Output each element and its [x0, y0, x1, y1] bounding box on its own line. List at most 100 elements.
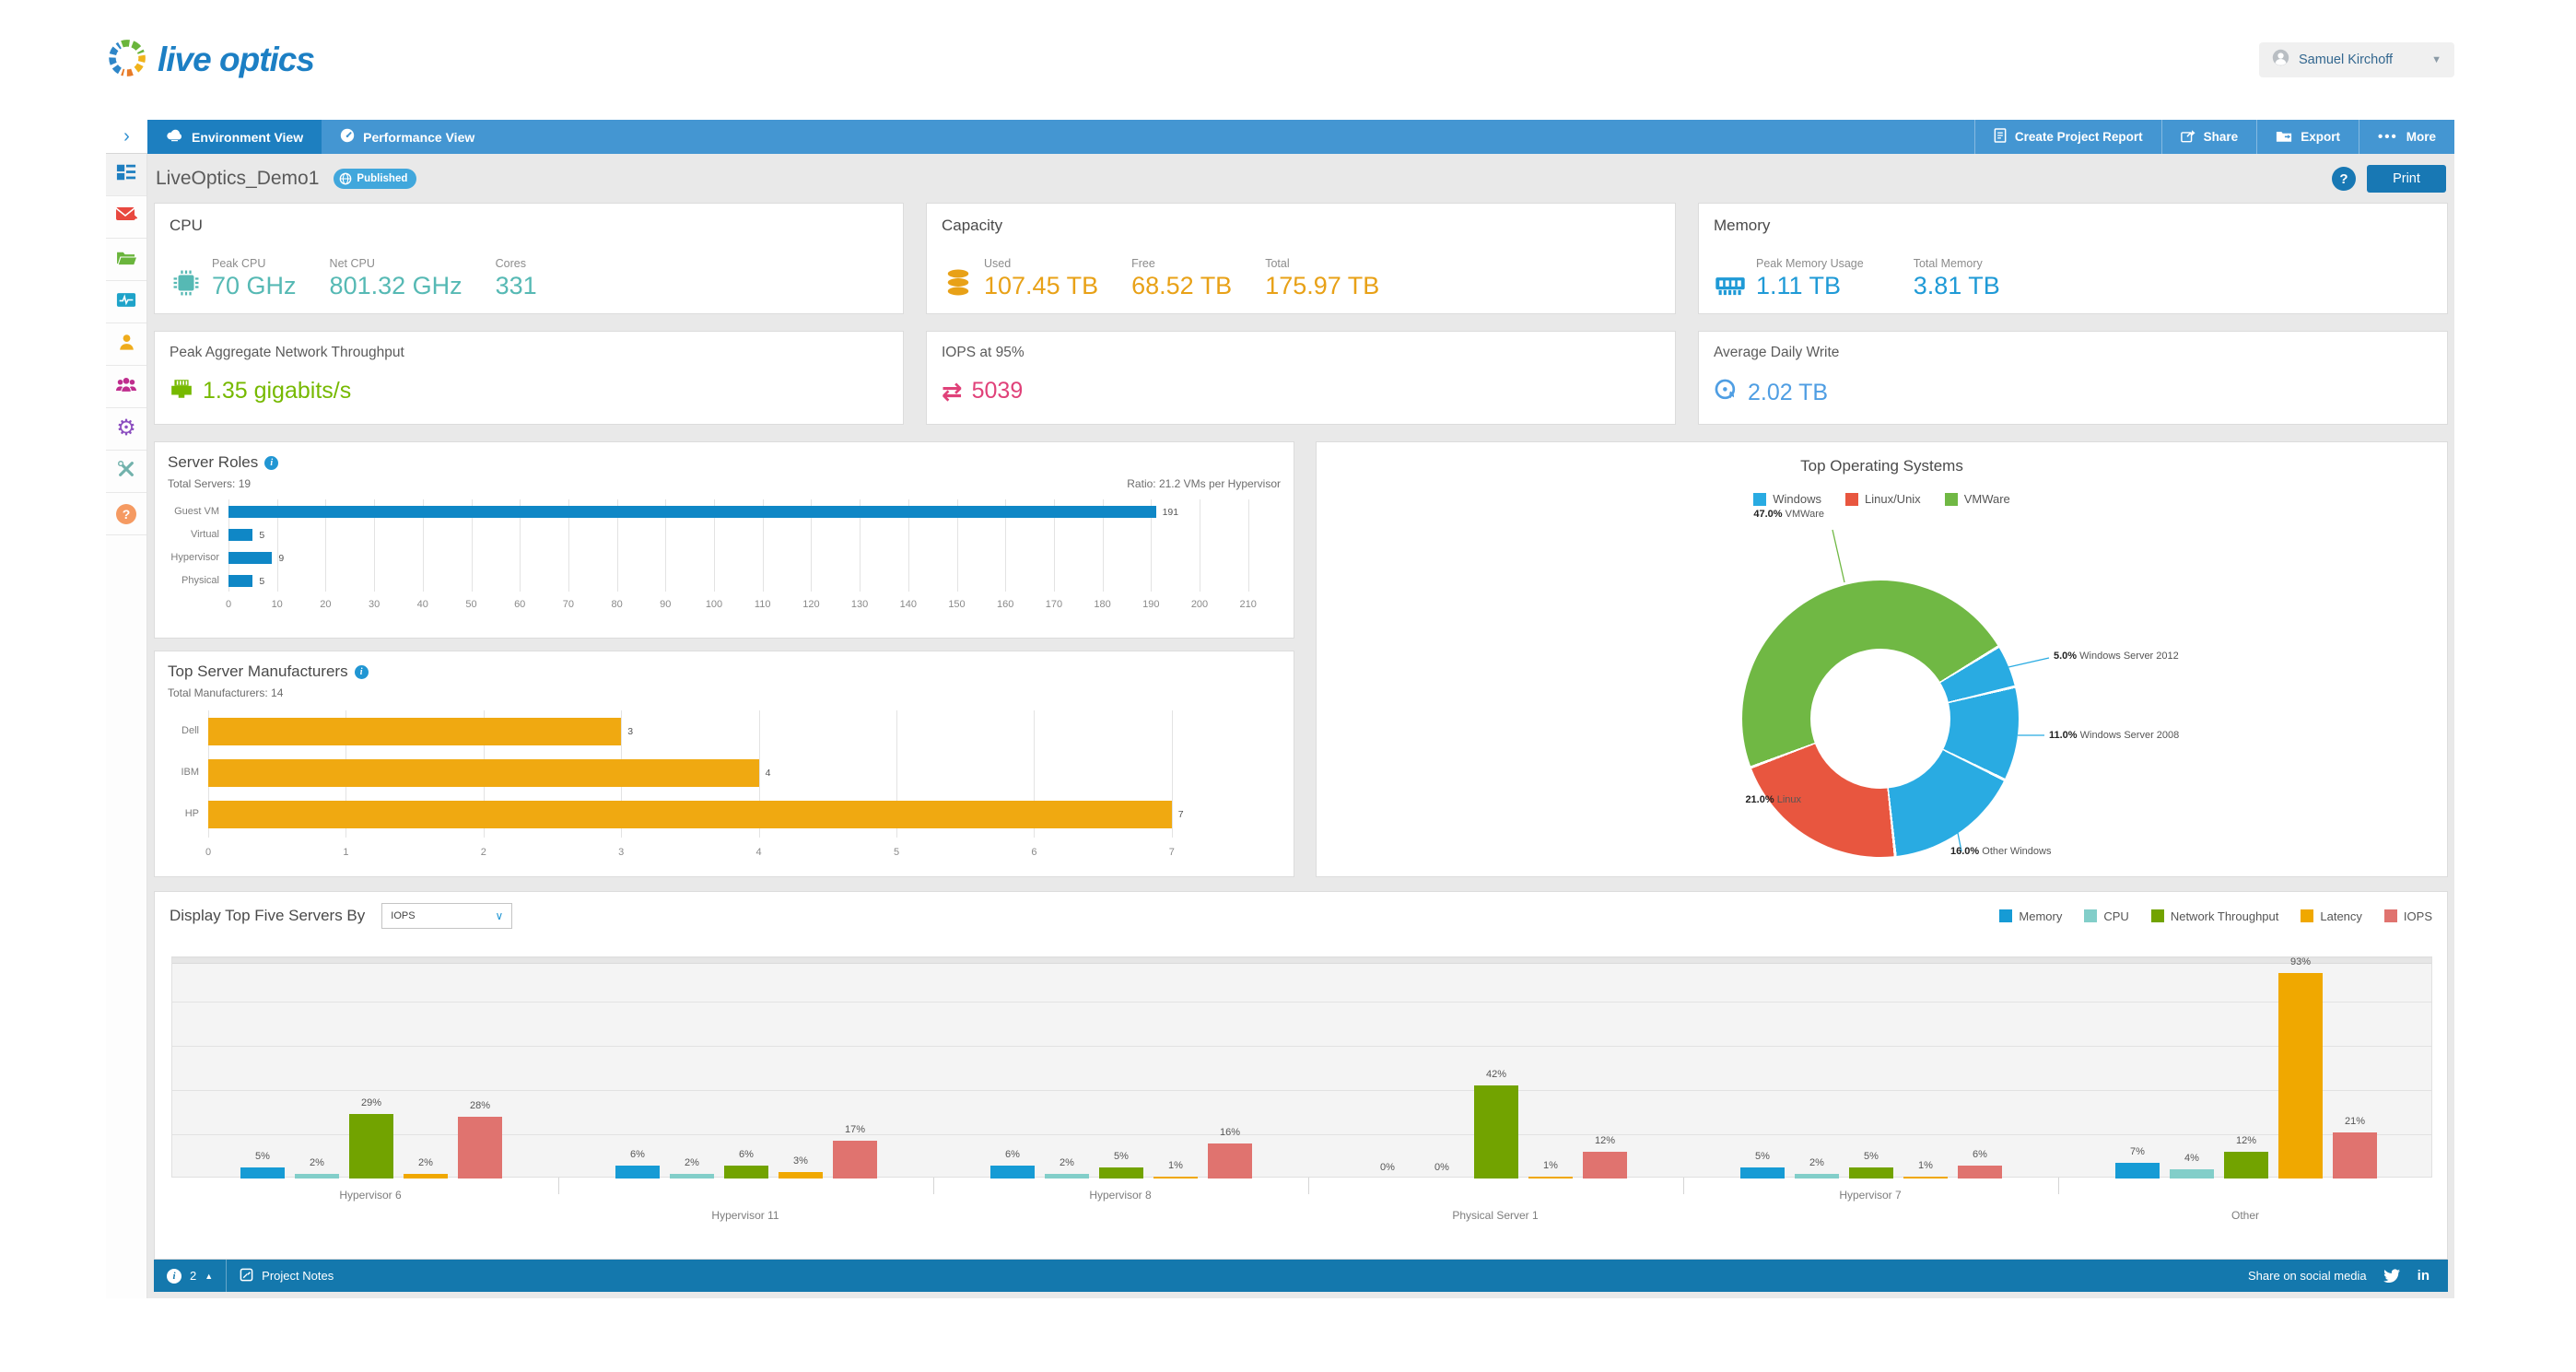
sidebar-item-tools[interactable] — [106, 451, 146, 493]
legend-item-iops[interactable]: IOPS — [2383, 909, 2432, 923]
bar-ibm[interactable] — [208, 759, 759, 787]
twitter-icon[interactable] — [2383, 1268, 2401, 1284]
bar-network-throughput[interactable] — [724, 1166, 768, 1179]
bar-network-throughput[interactable] — [2224, 1152, 2268, 1179]
bar-hypervisor[interactable] — [228, 552, 273, 564]
sidebar-item-dashboard[interactable] — [106, 154, 146, 196]
bar-latency[interactable] — [1903, 1177, 1948, 1179]
bar-iops[interactable] — [458, 1117, 502, 1179]
sidebar-item-user[interactable] — [106, 323, 146, 366]
top-five-metric-select[interactable]: IOPS ∨ — [381, 903, 513, 929]
bar-network-throughput[interactable] — [1849, 1167, 1893, 1179]
sidebar-item-gear[interactable]: ⚙ — [106, 408, 146, 451]
tab-performance-view[interactable]: Performance View — [322, 120, 493, 154]
sidebar-item-mail[interactable] — [106, 196, 146, 239]
bar-latency[interactable] — [404, 1174, 448, 1179]
bar-iops[interactable] — [2333, 1132, 2377, 1179]
metric-value: 5039 — [971, 378, 1024, 404]
card-title: Peak Aggregate Network Throughput — [170, 345, 404, 360]
value-label: 6% — [1005, 1149, 1020, 1160]
bar-memory[interactable] — [1740, 1167, 1785, 1179]
sidebar-item-team[interactable] — [106, 366, 146, 408]
legend-item-windows[interactable]: Windows — [1753, 492, 1821, 506]
more-button[interactable]: ••• More — [2358, 120, 2454, 154]
value-label: 2% — [418, 1157, 433, 1168]
bar-guest-vm[interactable] — [228, 506, 1156, 518]
bar-iops[interactable] — [1583, 1152, 1627, 1179]
axis-tick-label: 0 — [225, 599, 232, 610]
share-social-label: Share on social media — [2248, 1269, 2367, 1283]
bar-dell[interactable] — [208, 718, 622, 745]
bar-latency[interactable] — [779, 1172, 823, 1179]
bar-cpu[interactable] — [295, 1174, 339, 1179]
bar-latency[interactable] — [2278, 973, 2323, 1179]
sidebar-item-activity-monitor[interactable] — [106, 281, 146, 323]
bar-iops[interactable] — [1958, 1166, 2002, 1179]
sidebar-item-folder[interactable] — [106, 239, 146, 281]
legend-label: Latency — [2320, 909, 2362, 923]
bar-network-throughput[interactable] — [349, 1114, 393, 1179]
legend-item-linux-unix[interactable]: Linux/Unix — [1844, 492, 1921, 506]
bar-cpu[interactable] — [2170, 1169, 2214, 1179]
content-area: LiveOptics_Demo1 Published ? Print CPU — [147, 154, 2454, 1298]
bar-cpu[interactable] — [1045, 1174, 1089, 1179]
category-label: Hypervisor 11 — [711, 1209, 779, 1222]
bar-network-throughput[interactable] — [1474, 1085, 1518, 1179]
export-button[interactable]: Export — [2256, 120, 2359, 154]
value-label: 7 — [1177, 809, 1184, 820]
manufacturers-card: Top Server Manufacturers i Total Manufac… — [154, 651, 1294, 877]
gridline — [665, 499, 667, 592]
user-menu[interactable]: Samuel Kirchoff ▼ — [2259, 42, 2454, 77]
bar-iops[interactable] — [833, 1141, 877, 1179]
category-label: Hypervisor 6 — [339, 1189, 402, 1202]
info-icon[interactable]: i — [354, 664, 369, 679]
bar-memory[interactable] — [615, 1166, 660, 1179]
bar-cpu[interactable] — [1795, 1174, 1839, 1179]
value-label: 2% — [1809, 1157, 1824, 1168]
print-button[interactable]: Print — [2367, 165, 2446, 193]
slice-label-vmware: 47.0% VMWare — [1753, 509, 1824, 520]
bar-latency[interactable] — [1528, 1177, 1573, 1179]
axis-tick-label: 4 — [755, 847, 762, 858]
bar-cpu[interactable] — [670, 1174, 714, 1179]
tab-environment-view[interactable]: Environment View — [147, 120, 322, 154]
bar-latency[interactable] — [1153, 1177, 1198, 1179]
legend-label: VMWare — [1963, 492, 2010, 506]
sidebar-collapse-button[interactable]: › — [106, 120, 147, 154]
share-button[interactable]: Share — [2160, 120, 2257, 154]
legend-item-network-throughput[interactable]: Network Throughput — [2150, 909, 2278, 923]
bar-memory[interactable] — [240, 1167, 285, 1179]
legend-item-latency[interactable]: Latency — [2301, 909, 2362, 923]
ethernet-port-icon — [170, 378, 193, 405]
create-project-report-button[interactable]: Create Project Report — [1973, 120, 2161, 154]
legend-item-memory[interactable]: Memory — [1999, 909, 2062, 923]
caret-up-icon[interactable]: ▲ — [205, 1271, 214, 1281]
legend-item-vmware[interactable]: VMWare — [1944, 492, 2010, 506]
axis-tick-label: 3 — [618, 847, 625, 858]
gridline — [714, 499, 715, 592]
axis-tick-label: 50 — [465, 599, 477, 610]
folder-icon — [116, 249, 137, 271]
info-icon[interactable]: i — [264, 455, 279, 470]
title-row: LiveOptics_Demo1 Published ? Print — [156, 162, 2446, 195]
category-label: Physical Server 1 — [1452, 1209, 1539, 1222]
legend-item-cpu[interactable]: CPU — [2084, 909, 2129, 923]
project-notes-button[interactable]: Project Notes — [240, 1268, 334, 1284]
bar-network-throughput[interactable] — [1099, 1167, 1143, 1179]
bar-physical[interactable] — [228, 575, 253, 587]
bar-iops[interactable] — [1208, 1143, 1252, 1179]
bar-hp[interactable] — [208, 801, 1172, 828]
axis-tick-label: 7 — [1168, 847, 1175, 858]
value-label: 93% — [2289, 956, 2312, 967]
value-label: 5 — [259, 529, 265, 541]
linkedin-icon[interactable]: in — [2417, 1268, 2430, 1284]
bar-virtual[interactable] — [228, 529, 253, 541]
value-label: 29% — [360, 1097, 382, 1108]
sidebar-item-help[interactable]: ? — [106, 493, 146, 535]
transfer-arrows-icon: ⇄ — [942, 377, 963, 405]
bar-memory[interactable] — [2115, 1163, 2160, 1179]
info-count[interactable]: 2 — [190, 1269, 197, 1283]
legend-swatch — [2150, 909, 2164, 922]
bar-memory[interactable] — [990, 1166, 1035, 1179]
help-button[interactable]: ? — [2332, 167, 2356, 191]
